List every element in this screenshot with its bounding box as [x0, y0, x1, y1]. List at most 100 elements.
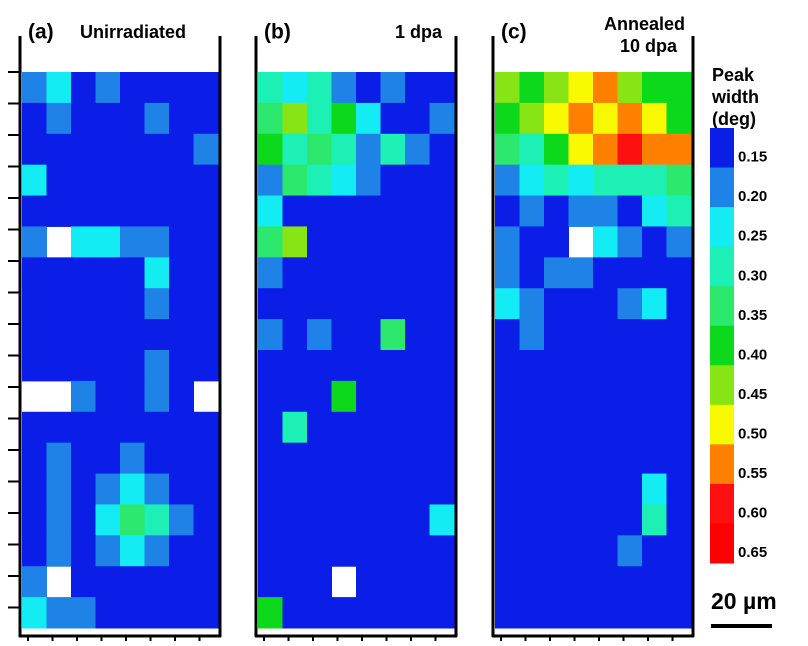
heatmap-cell — [356, 319, 381, 351]
heatmap-cell — [380, 164, 406, 197]
heatmap-cell — [307, 442, 332, 475]
heatmap-cell — [282, 350, 308, 382]
heatmap-cell — [593, 195, 618, 227]
heatmap-cell — [144, 535, 170, 567]
heatmap-cell — [331, 597, 357, 629]
heatmap-cell — [568, 257, 594, 289]
heatmap-cell — [144, 380, 170, 413]
heatmap-cell — [519, 411, 545, 444]
heatmap-cell — [356, 411, 381, 444]
heatmap-cell — [193, 319, 219, 351]
heatmap-cell — [495, 257, 520, 289]
heatmap-cell — [331, 380, 357, 413]
heatmap-cell — [22, 535, 47, 567]
colorbar-label: 0.45 — [738, 386, 767, 403]
colorbar-label: 0.15 — [738, 149, 767, 166]
colorbar-label: 0.40 — [738, 346, 767, 363]
heatmap-cell — [331, 411, 357, 444]
heatmap-cell — [519, 102, 545, 135]
heatmap-cell — [544, 72, 569, 104]
heatmap-cell — [380, 535, 406, 567]
heatmap-cell — [568, 133, 594, 166]
heatmap-cell — [46, 535, 72, 567]
heatmap-cell — [666, 164, 692, 197]
heatmap-cell — [568, 72, 594, 104]
heatmap-cell — [307, 133, 332, 166]
panel-label: (b) — [264, 21, 291, 44]
heatmap-cell — [95, 72, 121, 104]
heatmap-cell — [568, 195, 594, 227]
heatmap-cell — [193, 102, 219, 135]
heatmap-cell — [380, 133, 406, 166]
heatmap-cell — [307, 473, 332, 505]
heatmap-cell — [258, 288, 283, 320]
heatmap-cell — [258, 380, 283, 413]
heatmap-cell — [22, 350, 47, 382]
heatmap-cell — [642, 102, 667, 135]
panel-title: 1 dpa — [395, 22, 443, 42]
heatmap-cell — [331, 102, 357, 135]
heatmap-cell — [568, 442, 594, 475]
heatmap-cell — [95, 102, 121, 135]
heatmap-cell — [429, 72, 455, 104]
heatmap-cell — [282, 257, 308, 289]
heatmap-cell — [258, 597, 283, 629]
heatmap-cell — [380, 504, 406, 536]
heatmap-cell — [258, 504, 283, 536]
heatmap-cell — [282, 535, 308, 567]
heatmap-cell — [666, 411, 692, 444]
panel-title: Annealed — [604, 14, 685, 34]
heatmap-cell — [429, 597, 455, 629]
heatmap-cell — [95, 226, 121, 258]
panel-label: (a) — [28, 21, 54, 44]
heatmap-cell — [642, 319, 667, 351]
heatmap-cell — [617, 442, 643, 475]
heatmap-cell — [71, 288, 96, 320]
heatmap-cell — [356, 442, 381, 475]
heatmap-cell — [495, 597, 520, 629]
heatmap-cell — [429, 411, 455, 444]
heatmap-cell — [544, 504, 569, 536]
heatmap-cell — [46, 195, 72, 227]
heatmap-cell — [193, 473, 219, 505]
heatmap-cell — [666, 473, 692, 505]
heatmap-cell — [193, 226, 219, 258]
colorbar-segment — [710, 483, 734, 524]
colorbar-label: 0.65 — [738, 544, 767, 561]
heatmap-cell — [642, 257, 667, 289]
heatmap-cell — [429, 257, 455, 289]
heatmap-cell — [544, 535, 569, 567]
heatmap-cell — [568, 411, 594, 444]
heatmap-cell — [593, 411, 618, 444]
heatmap-cell — [193, 257, 219, 289]
heatmap-cell — [642, 597, 667, 629]
colorbar-segment — [710, 246, 734, 287]
heatmap-cell — [95, 411, 121, 444]
heatmap-cell — [356, 473, 381, 505]
heatmap-cell — [95, 164, 121, 197]
heatmap-cell — [71, 133, 96, 166]
heatmap-cell — [169, 350, 194, 382]
colorbar-title: (deg) — [712, 109, 756, 129]
heatmap-cell — [258, 535, 283, 567]
colorbar-label: 0.20 — [738, 188, 767, 205]
heatmap-cell — [593, 380, 618, 413]
heatmap-cell — [617, 319, 643, 351]
heatmap-cell — [593, 164, 618, 197]
heatmap-cell — [193, 164, 219, 197]
heatmap-cell — [71, 319, 96, 351]
heatmap-cell — [169, 195, 194, 227]
heatmap-cell — [169, 164, 194, 197]
heatmap-cell — [120, 288, 145, 320]
heatmap-cell — [429, 195, 455, 227]
heatmap-cell — [642, 350, 667, 382]
heatmap-cell — [405, 535, 430, 567]
heatmap-cell — [666, 597, 692, 629]
heatmap-cell — [120, 226, 145, 258]
heatmap-cell — [617, 226, 643, 258]
heatmap-cell — [95, 566, 121, 598]
heatmap-cell — [307, 504, 332, 536]
heatmap-cell — [593, 257, 618, 289]
heatmap-cell — [519, 133, 545, 166]
heatmap-cell — [95, 350, 121, 382]
